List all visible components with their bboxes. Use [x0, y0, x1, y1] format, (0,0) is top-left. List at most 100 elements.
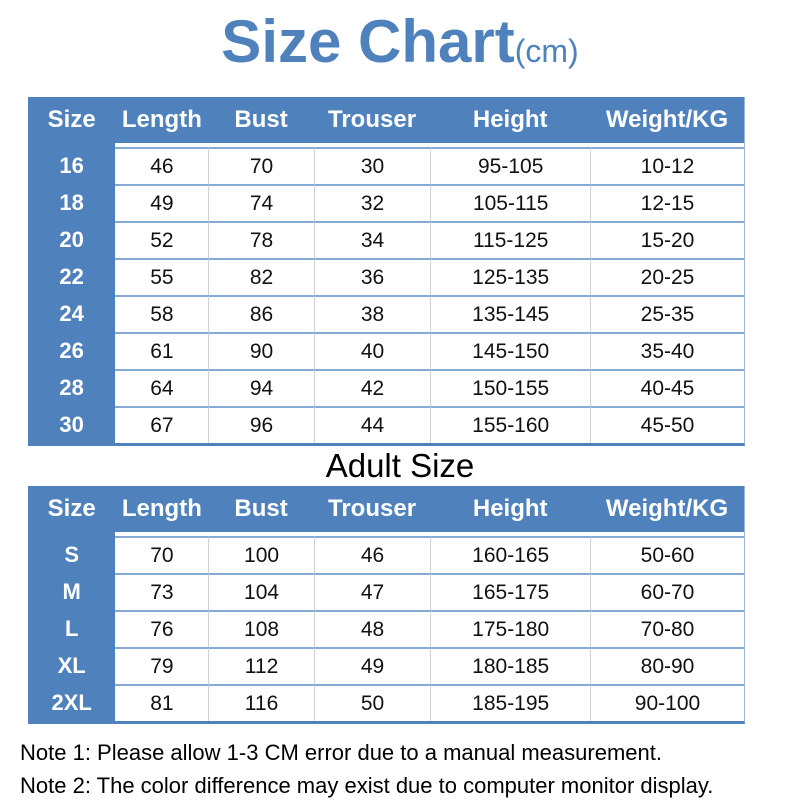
table-cell: 61: [115, 332, 209, 369]
table-cell: 48: [313, 610, 431, 647]
table-cell: 90: [208, 332, 314, 369]
table-cell: 64: [115, 369, 209, 406]
table-cell: 34: [313, 221, 431, 258]
table-cell: 70: [208, 147, 314, 184]
row-size-label: L: [28, 610, 116, 647]
page-title-text: Size Chart: [221, 8, 515, 75]
table-cell: 81: [115, 684, 209, 721]
tables-container: Size Length Bust Trouser Height Weight/KG 16 46…: [0, 97, 800, 724]
table-header-row: Size Length Bust Trouser Height Weight/KG: [28, 97, 744, 143]
table-cell: 45-50: [590, 406, 744, 443]
table-cell: 32: [313, 184, 431, 221]
table-cell: 175-180: [430, 610, 591, 647]
column-header-trouser: Trouser: [328, 106, 417, 133]
table-row: 18 49 74 32 105-115 12-15: [28, 184, 744, 221]
note-2: Note 2: The color difference may exist d…: [20, 773, 714, 798]
table-row: 20 52 78 34 115-125 15-20: [28, 221, 744, 258]
column-header-length: Length: [121, 106, 202, 133]
column-header-trouser: Trouser: [328, 495, 417, 522]
table-cell: 58: [115, 295, 209, 332]
row-size-label: 20: [28, 221, 116, 258]
table-row: S 70 100 46 160-165 50-60: [28, 536, 744, 573]
table-cell: 30: [313, 147, 431, 184]
table-cell: 86: [208, 295, 314, 332]
table-cell: 44: [313, 406, 431, 443]
table-cell: 70: [115, 536, 209, 573]
table-cell: 145-150: [430, 332, 591, 369]
table-cell: 105-115: [430, 184, 591, 221]
table-cell: 12-15: [590, 184, 744, 221]
table-cell: 52: [115, 221, 209, 258]
table-cell: 135-145: [430, 295, 591, 332]
column-header-weight-kg: Weight/KG: [605, 106, 729, 133]
table-body: 16 46 70 30 95-105 10-12 18 49 74 32 105-115 12-15 2…: [28, 143, 744, 443]
column-header-weight-kg: Weight/KG: [605, 495, 729, 522]
table-cell: 95-105: [430, 147, 591, 184]
kids-size-table: Size Length Bust Trouser Height Weight/KG 16 46…: [28, 97, 745, 446]
table-cell: 79: [115, 647, 209, 684]
table-cell: 74: [208, 184, 314, 221]
table-cell: 160-165: [430, 536, 591, 573]
table-cell: 78: [208, 221, 314, 258]
table-cell: 100: [208, 536, 314, 573]
page-title-unit: (cm): [514, 33, 579, 69]
size-chart-page: Size Chart(cm) Size Length Bust Trouser Heig…: [0, 6, 800, 802]
table-cell: 115-125: [430, 221, 591, 258]
table-cell: 94: [208, 369, 314, 406]
table-cell: 55: [115, 258, 209, 295]
table-cell: 80-90: [590, 647, 744, 684]
table-cell: 112: [208, 647, 314, 684]
column-header-size: Size: [47, 106, 96, 133]
column-header-bust: Bust: [234, 106, 288, 133]
table-cell: 108: [208, 610, 314, 647]
table-cell: 15-20: [590, 221, 744, 258]
table-row: XL 79 112 49 180-185 80-90: [28, 647, 744, 684]
table-cell: 35-40: [590, 332, 744, 369]
table-cell: 155-160: [430, 406, 591, 443]
page-title: Size Chart(cm): [0, 6, 800, 87]
table-cell: 25-35: [590, 295, 744, 332]
table-cell: 50-60: [590, 536, 744, 573]
table-cell: 90-100: [590, 684, 744, 721]
row-size-label: 24: [28, 295, 116, 332]
table-row: 16 46 70 30 95-105 10-12: [28, 147, 744, 184]
table-cell: 40-45: [590, 369, 744, 406]
table-cell: 73: [115, 573, 209, 610]
table-row: 24 58 86 38 135-145 25-35: [28, 295, 744, 332]
row-size-label: S: [28, 536, 116, 573]
table-header-row: Size Length Bust Trouser Height Weight/KG: [28, 486, 744, 532]
table-cell: 67: [115, 406, 209, 443]
adult-size-table: Size Length Bust Trouser Height Weight/KG S 70 1…: [28, 486, 745, 724]
row-size-label: 16: [28, 147, 116, 184]
table-cell: 82: [208, 258, 314, 295]
row-size-label: XL: [28, 647, 116, 684]
table-cell: 46: [313, 536, 431, 573]
table-cell: 50: [313, 684, 431, 721]
table-cell: 150-155: [430, 369, 591, 406]
adult-size-heading: Adult Size: [325, 447, 475, 484]
row-size-label: 28: [28, 369, 116, 406]
table-cell: 60-70: [590, 573, 744, 610]
table-cell: 40: [313, 332, 431, 369]
table-cell: 46: [115, 147, 209, 184]
table-cell: 180-185: [430, 647, 591, 684]
table-row: 30 67 96 44 155-160 45-50: [28, 406, 744, 443]
row-size-label: 22: [28, 258, 116, 295]
row-size-label: M: [28, 573, 116, 610]
table-row: 28 64 94 42 150-155 40-45: [28, 369, 744, 406]
table-cell: 165-175: [430, 573, 591, 610]
row-size-label: 26: [28, 332, 116, 369]
notes-section: Note 1: Please allow 1-3 CM error due to…: [20, 736, 800, 802]
table-cell: 96: [208, 406, 314, 443]
table-row: L 76 108 48 175-180 70-80: [28, 610, 744, 647]
note-1: Note 1: Please allow 1-3 CM error due to…: [20, 740, 662, 765]
table-cell: 20-25: [590, 258, 744, 295]
table-cell: 185-195: [430, 684, 591, 721]
table-cell: 49: [115, 184, 209, 221]
column-header-height: Height: [472, 495, 548, 522]
table-cell: 10-12: [590, 147, 744, 184]
table-row: M 73 104 47 165-175 60-70: [28, 573, 744, 610]
column-header-height: Height: [472, 106, 548, 133]
column-header-size: Size: [47, 495, 96, 522]
table-cell: 116: [208, 684, 314, 721]
